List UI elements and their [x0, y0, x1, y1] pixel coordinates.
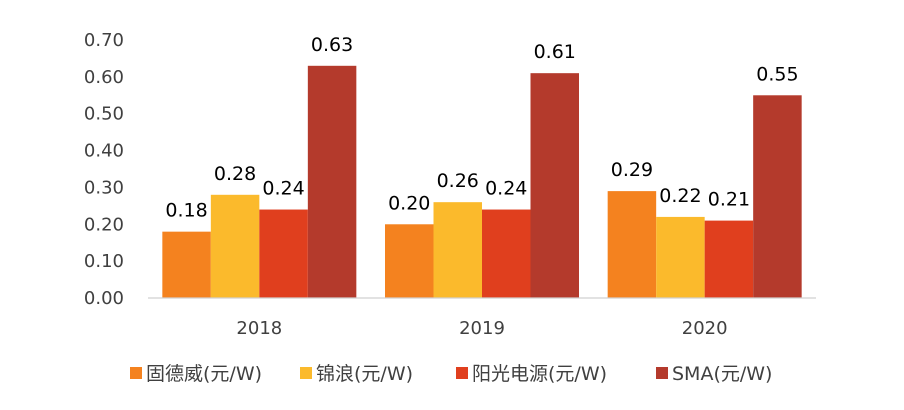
data-label-2018-series-2: 0.28	[214, 163, 256, 185]
bar-2019-series-4	[530, 73, 579, 299]
data-label-2020-series-1: 0.29	[611, 159, 653, 181]
legend-label-3: 阳光电源(元/W)	[472, 363, 607, 385]
legend-label-1: 固德威(元/W)	[146, 363, 262, 385]
bar-2020-series-3	[704, 220, 754, 298]
bar-2020-series-2	[656, 216, 705, 298]
data-label-2019-series-3: 0.24	[485, 178, 527, 200]
legend-swatch-2	[300, 367, 312, 379]
y-axis: 0.00 0.10 0.20 0.30 0.40 0.50 0.60 0.70	[84, 30, 124, 309]
data-label-2019-series-2: 0.26	[437, 170, 479, 192]
y-tick-label: 0.40	[84, 141, 124, 162]
data-label-2020-series-3: 0.21	[708, 189, 750, 211]
x-axis: 2018 2019 2020	[236, 318, 727, 339]
y-tick-label: 0.50	[84, 104, 124, 125]
y-tick-label: 0.30	[84, 177, 124, 198]
legend-swatch-3	[456, 367, 468, 379]
data-label-2019-series-4: 0.61	[534, 41, 576, 63]
bars	[162, 65, 802, 299]
legend-swatch-1	[130, 367, 142, 379]
bar-2020-series-1	[607, 191, 657, 298]
data-label-2019-series-1: 0.20	[388, 192, 430, 214]
legend: 固德威(元/W) 锦浪(元/W) 阳光电源(元/W) SMA(元/W)	[130, 363, 772, 385]
bar-2020-series-4	[753, 95, 802, 299]
bar-2018-series-2	[210, 194, 260, 298]
y-tick-label: 0.00	[84, 288, 124, 309]
data-label-2018-series-3: 0.24	[262, 178, 304, 200]
bar-2018-series-1	[162, 231, 211, 298]
legend-label-4: SMA(元/W)	[672, 363, 772, 385]
bar-2018-series-3	[259, 209, 308, 298]
data-label-2020-series-4: 0.55	[756, 63, 798, 85]
y-tick-label: 0.10	[84, 251, 124, 272]
y-tick-label: 0.70	[84, 30, 124, 51]
y-tick-label: 0.20	[84, 214, 124, 235]
x-tick-label-2020: 2020	[682, 318, 728, 339]
data-label-2020-series-2: 0.22	[659, 185, 701, 207]
bar-2019-series-2	[433, 202, 482, 298]
x-tick-label-2018: 2018	[236, 318, 282, 339]
legend-swatch-4	[656, 367, 668, 379]
bar-2018-series-4	[307, 65, 357, 298]
x-tick-label-2019: 2019	[459, 318, 505, 339]
legend-label-2: 锦浪(元/W)	[316, 363, 413, 385]
data-label-2018-series-1: 0.18	[165, 200, 207, 222]
bar-2019-series-3	[482, 209, 531, 298]
data-label-2018-series-4: 0.63	[311, 34, 353, 56]
data-labels: 0.18 0.28 0.24 0.63 0.20 0.26 0.24 0.61 0.29 0.22…	[165, 34, 798, 222]
y-tick-label: 0.60	[84, 67, 124, 88]
bar-2019-series-1	[385, 224, 434, 298]
